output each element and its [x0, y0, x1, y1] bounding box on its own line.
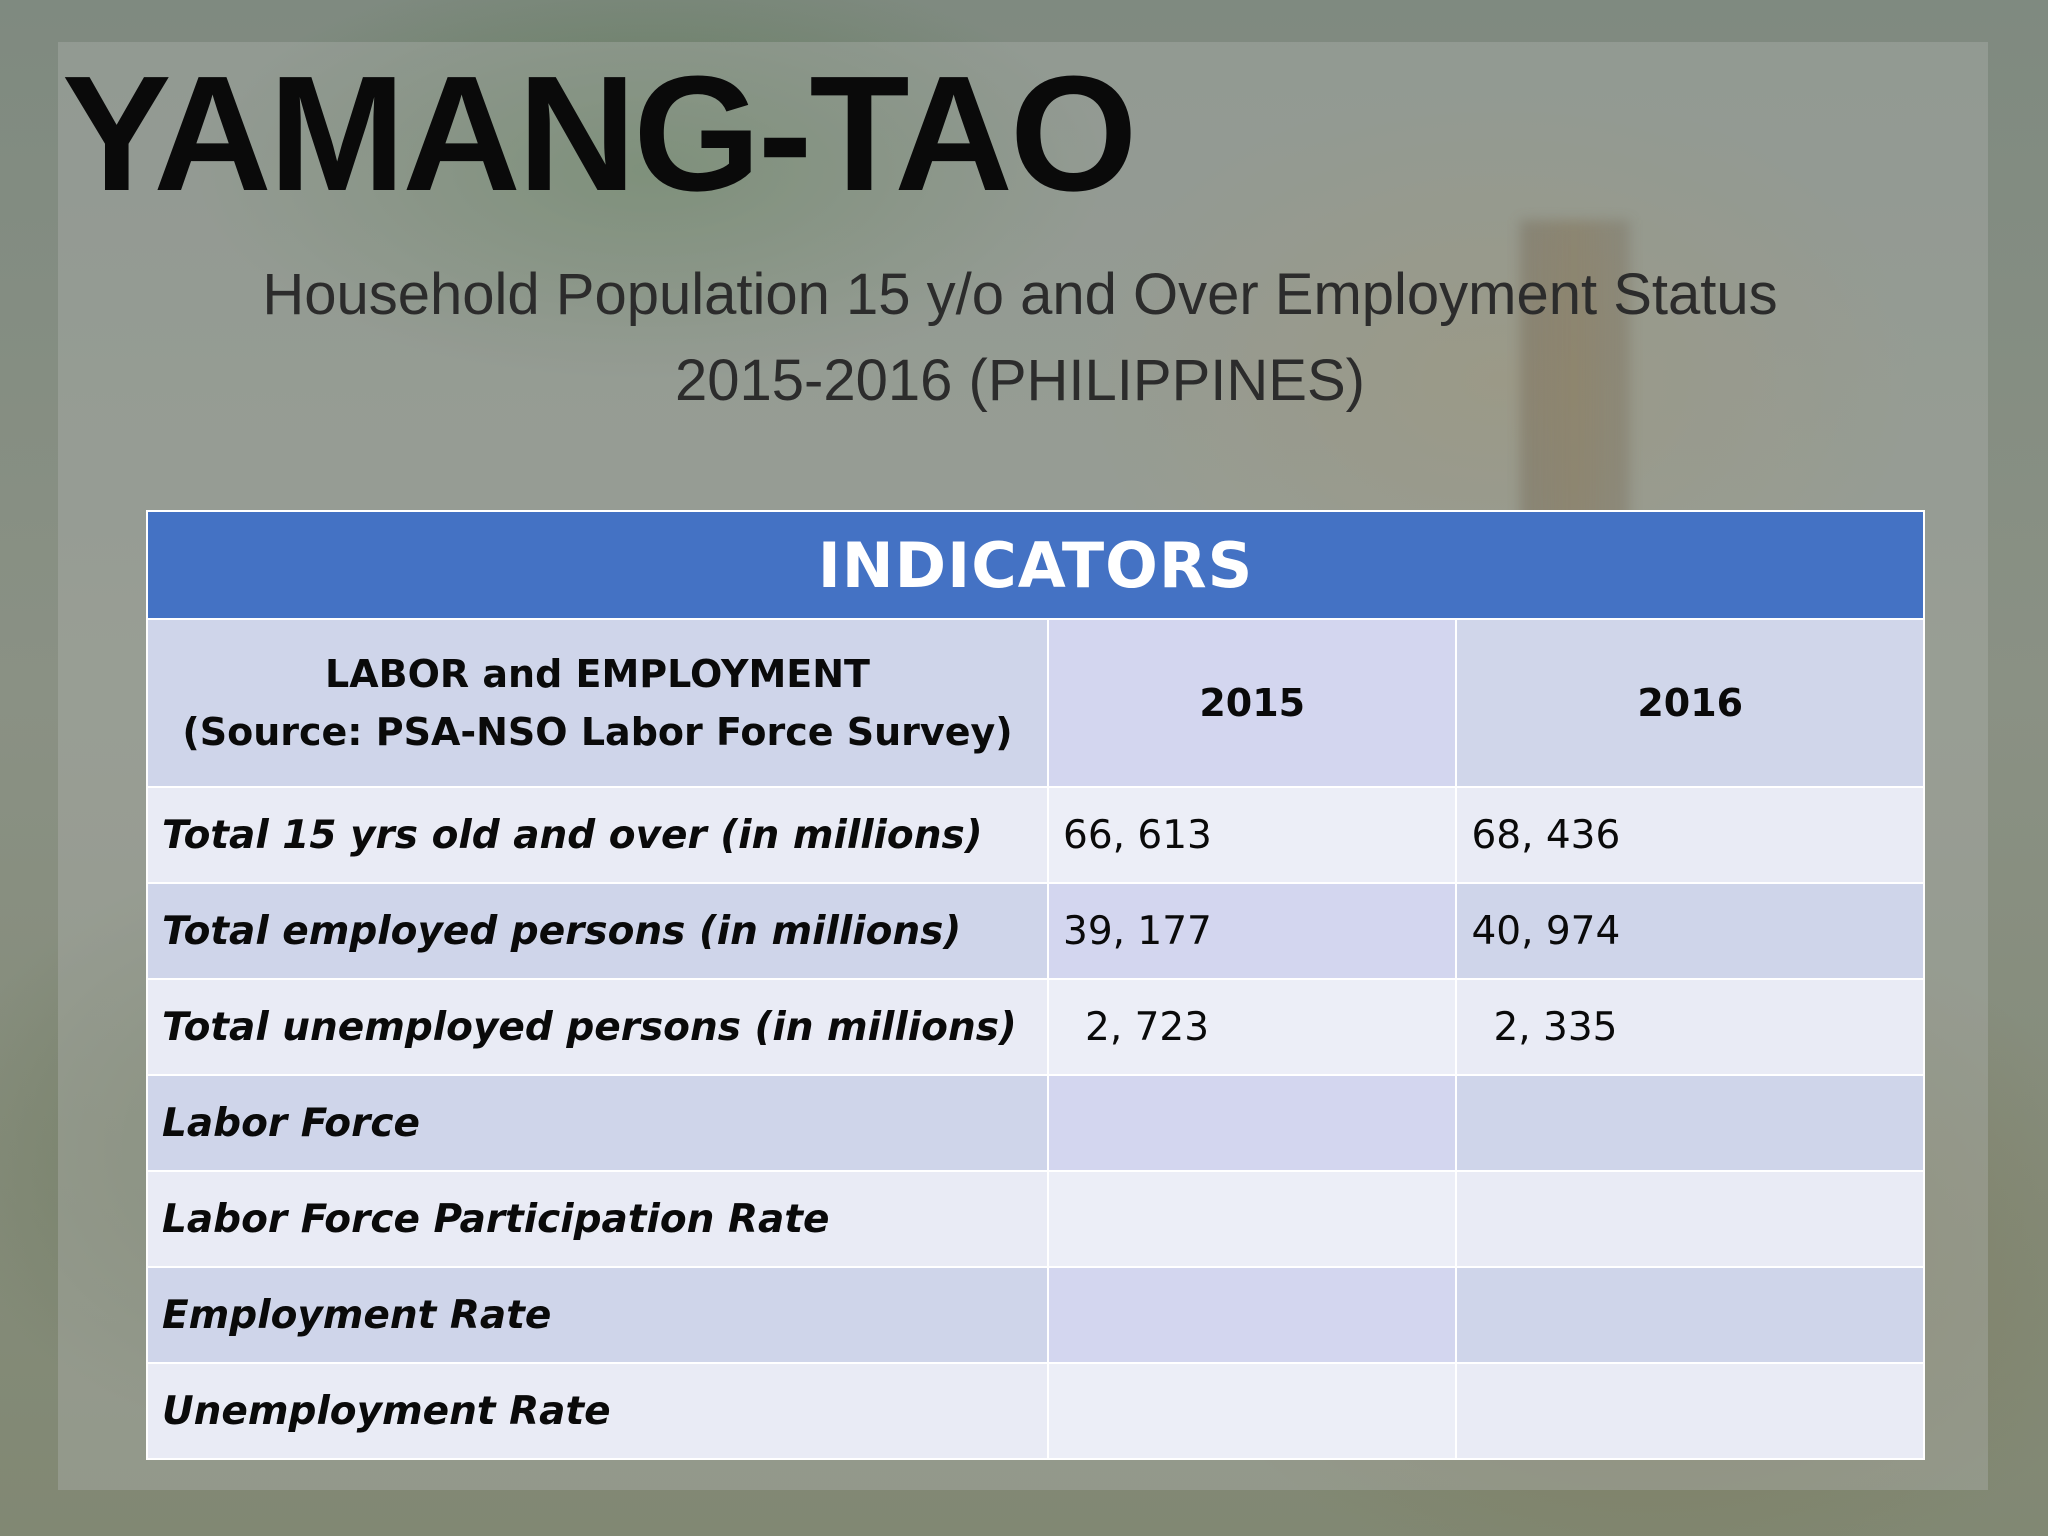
value-2016: 68, 436: [1455, 786, 1925, 884]
table-banner-row: INDICATORS: [146, 510, 1925, 620]
row-label: Employment Rate: [146, 1266, 1049, 1364]
table-row: Total unemployed persons (in millions) 2…: [146, 978, 1925, 1076]
value-2015: 39, 177: [1046, 882, 1458, 980]
employment-table: INDICATORS LABOR and EMPLOYMENT (Source:…: [146, 510, 1925, 1460]
table-row: Labor Force Participation Rate: [146, 1170, 1925, 1268]
table-row: Total 15 yrs old and over (in millions) …: [146, 786, 1925, 884]
row-label: Total 15 yrs old and over (in millions): [146, 786, 1049, 884]
table-row: Employment Rate: [146, 1266, 1925, 1364]
table-row: Total employed persons (in millions) 39,…: [146, 882, 1925, 980]
slide-subtitle: Household Population 15 y/o and Over Emp…: [120, 252, 1920, 424]
row-label: Total unemployed persons (in millions): [146, 978, 1049, 1076]
value-2015: [1046, 1362, 1458, 1460]
value-2015: [1046, 1074, 1458, 1172]
subtitle-line-1: Household Population 15 y/o and Over Emp…: [262, 262, 1778, 327]
value-2015: [1046, 1170, 1458, 1268]
labor-employment-header: LABOR and EMPLOYMENT (Source: PSA-NSO La…: [146, 618, 1049, 788]
header-label-line-2: (Source: PSA-NSO Labor Force Survey): [182, 710, 1013, 754]
table-row: Unemployment Rate: [146, 1362, 1925, 1460]
table-column-header-row: LABOR and EMPLOYMENT (Source: PSA-NSO La…: [146, 618, 1925, 788]
value-2016: [1455, 1362, 1925, 1460]
row-label: Unemployment Rate: [146, 1362, 1049, 1460]
row-label: Total employed persons (in millions): [146, 882, 1049, 980]
year-2015-header: 2015: [1046, 618, 1458, 788]
header-label-line-1: LABOR and EMPLOYMENT: [325, 652, 870, 696]
value-2016: 40, 974: [1455, 882, 1925, 980]
value-2015: 2, 723: [1046, 978, 1458, 1076]
indicators-banner: INDICATORS: [146, 510, 1925, 620]
year-2016-header: 2016: [1455, 618, 1925, 788]
table-row: Labor Force: [146, 1074, 1925, 1172]
slide-title: YAMANG-TAO: [62, 42, 1137, 225]
value-2016: [1455, 1170, 1925, 1268]
value-2015: [1046, 1266, 1458, 1364]
value-2015: 66, 613: [1046, 786, 1458, 884]
value-2016: [1455, 1074, 1925, 1172]
value-2016: 2, 335: [1455, 978, 1925, 1076]
row-label: Labor Force Participation Rate: [146, 1170, 1049, 1268]
value-2016: [1455, 1266, 1925, 1364]
row-label: Labor Force: [146, 1074, 1049, 1172]
subtitle-line-2: 2015-2016 (PHILIPPINES): [675, 348, 1365, 413]
